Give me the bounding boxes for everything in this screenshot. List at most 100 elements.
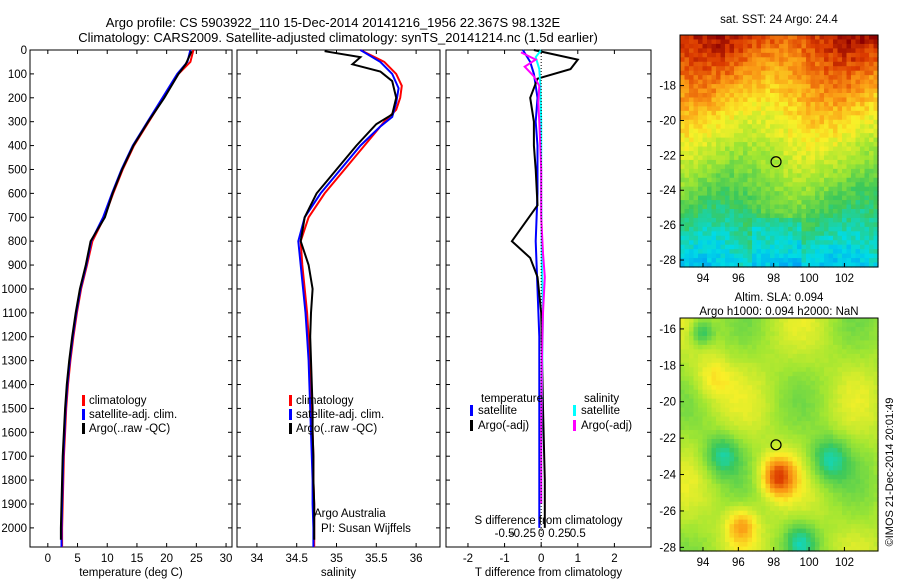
map-cell <box>833 416 839 422</box>
map-cell <box>801 101 807 107</box>
map-cell <box>684 159 690 165</box>
map-cell <box>810 226 816 232</box>
map-cell <box>801 119 807 125</box>
map-cell <box>851 231 857 237</box>
map-cell <box>783 434 789 440</box>
map-cell <box>833 253 839 259</box>
map-cell <box>702 434 708 440</box>
map-cell <box>797 115 803 121</box>
map-cell <box>711 48 717 54</box>
map-cell <box>720 200 726 206</box>
map-cell <box>846 474 852 480</box>
map-cell <box>833 394 839 400</box>
map-cell <box>747 488 753 494</box>
map-cell <box>738 421 744 427</box>
map-cell <box>842 479 848 485</box>
map-cell <box>707 48 713 54</box>
map-cell <box>680 501 686 507</box>
map-cell <box>792 519 798 525</box>
map-cell <box>873 367 879 373</box>
map-cell <box>846 497 852 503</box>
map-cell <box>761 479 767 485</box>
map-cell <box>846 88 852 94</box>
map-cell <box>833 101 839 107</box>
map-cell <box>788 407 794 413</box>
map-cell <box>837 394 843 400</box>
map-cell <box>707 226 713 232</box>
map-cell <box>837 61 843 67</box>
map-cell <box>815 186 821 192</box>
map-cell <box>828 119 834 125</box>
map-cell <box>698 173 704 179</box>
map-cell <box>819 501 825 507</box>
map-cell <box>842 465 848 471</box>
map-cell <box>846 173 852 179</box>
legend-title-salinity: salinity <box>584 393 619 405</box>
map-cell <box>864 39 870 45</box>
map-cell <box>770 209 776 215</box>
map-cell <box>873 425 879 431</box>
map-cell <box>788 195 794 201</box>
map-cell <box>702 470 708 476</box>
map-cell <box>792 235 798 241</box>
map-cell <box>783 191 789 197</box>
map-cell <box>846 213 852 219</box>
map-cell <box>725 133 731 139</box>
map-cell <box>797 79 803 85</box>
map-cell <box>738 52 744 58</box>
map-cell <box>702 461 708 467</box>
map-cell <box>761 61 767 67</box>
map-cell <box>765 398 771 404</box>
map-cell <box>797 412 803 418</box>
y-tick-label: -18 <box>659 360 676 372</box>
map-cell <box>689 447 695 454</box>
map-cell <box>819 110 825 116</box>
map-cell <box>747 542 753 548</box>
map-cell <box>810 398 816 404</box>
map-cell <box>756 318 762 324</box>
map-cell <box>810 209 816 215</box>
map-cell <box>770 240 776 246</box>
map-cell <box>824 106 830 112</box>
map-cell <box>720 497 726 503</box>
map-cell <box>693 70 699 76</box>
map-cell <box>792 461 798 467</box>
map-cell <box>693 335 699 341</box>
map-cell <box>860 84 866 90</box>
map-cell <box>869 461 875 467</box>
map-cell <box>698 349 704 355</box>
map-cell <box>747 88 753 94</box>
map-cell <box>860 106 866 112</box>
map-cell <box>711 155 717 161</box>
map-cell <box>689 57 695 63</box>
map-cell <box>873 456 879 462</box>
map-cell <box>797 191 803 197</box>
map-cell <box>860 438 866 445</box>
map-cell <box>684 262 690 268</box>
map-cell <box>702 546 708 552</box>
map-cell <box>797 97 803 103</box>
map-cell <box>806 376 812 382</box>
map-cell <box>828 349 834 355</box>
map-cell <box>725 371 731 377</box>
map-cell <box>851 344 857 350</box>
map-cell <box>720 88 726 94</box>
map-cell <box>729 84 735 90</box>
map-cell <box>689 66 695 72</box>
map-cell <box>855 186 861 192</box>
map-cell <box>689 39 695 45</box>
map-cell <box>860 204 866 210</box>
map-cell <box>725 222 731 228</box>
map-cell <box>837 253 843 259</box>
map-cell <box>765 119 771 125</box>
map-cell <box>837 142 843 148</box>
map-cell <box>752 79 758 85</box>
map-cell <box>770 407 776 413</box>
map-cell <box>747 168 753 174</box>
map-cell <box>707 497 713 503</box>
map-cell <box>716 164 722 170</box>
map-cell <box>783 349 789 355</box>
map-cell <box>729 258 735 264</box>
map-cell <box>851 222 857 228</box>
map-cell <box>693 101 699 107</box>
